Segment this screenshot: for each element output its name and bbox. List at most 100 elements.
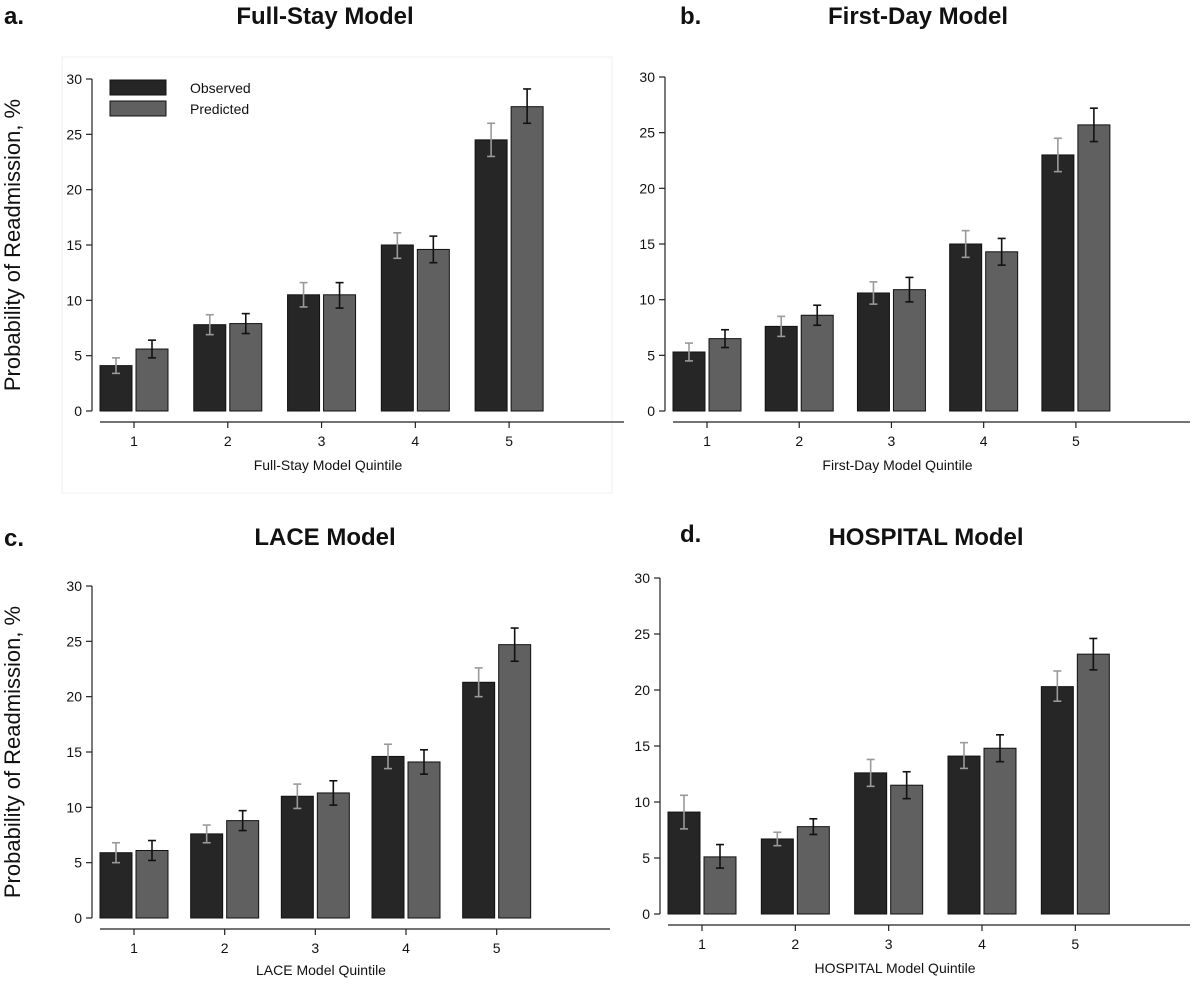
y-tick-label: 10 [634, 794, 650, 810]
y-tick-label: 5 [642, 850, 650, 866]
bar-predicted-q2 [229, 323, 263, 412]
panel-letter: c. [4, 525, 24, 552]
y-tick-label: 25 [66, 633, 82, 649]
y-tick-label: 0 [642, 906, 650, 922]
panel-title: First-Day Model [828, 3, 1008, 30]
x-tick-label: 2 [795, 433, 803, 449]
bar-observed-q2 [190, 833, 224, 919]
bar-observed-q5 [474, 139, 508, 412]
y-tick-label: 20 [66, 689, 82, 705]
panel-title: LACE Model [254, 524, 395, 551]
x-tick-label: 1 [698, 936, 706, 952]
x-tick-label: 5 [505, 433, 513, 449]
y-tick-label: 0 [647, 403, 655, 419]
x-tick-label: 3 [311, 940, 319, 956]
bar-predicted-q3 [890, 784, 924, 915]
y-axis-title: Probability of Readmission, % [0, 99, 25, 391]
bar-predicted-q3 [323, 294, 357, 412]
plot-frame [61, 56, 613, 494]
y-tick-label: 10 [66, 292, 82, 308]
bar-predicted-q3 [892, 289, 926, 412]
legend: Observed Predicted [109, 79, 251, 117]
y-tick-label: 5 [74, 855, 82, 871]
x-tick-label: 5 [1071, 936, 1079, 952]
y-tick-label: 15 [66, 744, 82, 760]
chart-panel-1: a. Full-Stay Model 0 5 10 15 20 25 30 1 2 3 4 5 Full-S… [0, 3, 624, 494]
y-tick-label: 30 [639, 69, 655, 85]
x-tick-label: 4 [402, 940, 410, 956]
y-tick-label: 0 [74, 403, 82, 419]
bar-observed-q3 [856, 292, 890, 412]
bar-predicted-q5 [498, 644, 532, 919]
panel-title: HOSPITAL Model [828, 524, 1023, 551]
y-tick-label: 25 [66, 126, 82, 142]
y-tick-label: 30 [66, 578, 82, 594]
bar-predicted-q1 [708, 338, 742, 412]
y-tick-label: 15 [66, 237, 82, 253]
bar-predicted-q4 [416, 248, 450, 412]
panel-letter: a. [4, 3, 24, 30]
bar-observed-q5 [462, 681, 496, 919]
chart-panel-2: b. First-Day Model 0 5 10 15 20 25 30 1 2 3 4 5 First-… [639, 3, 1190, 473]
x-axis-title: First-Day Model Quintile [822, 457, 972, 473]
bar-observed-q2 [193, 324, 227, 412]
y-tick-label: 30 [634, 570, 650, 586]
bar-predicted-q1 [135, 348, 169, 412]
x-axis-title: LACE Model Quintile [256, 962, 386, 978]
bar-predicted-q5 [1076, 653, 1110, 915]
bar-observed-q1 [99, 852, 133, 919]
panel-title: Full-Stay Model [236, 3, 413, 30]
bar-predicted-q5 [510, 106, 544, 412]
bar-observed-q4 [380, 244, 414, 412]
bar-observed-q2 [760, 838, 794, 915]
bar-predicted-q2 [796, 826, 830, 915]
chart-panel-4: d. HOSPITAL Model 0 5 10 15 20 25 30 1 2 3 4 5 HOSPITA… [634, 521, 1190, 976]
y-axis-title: Probability of Readmission, % [0, 606, 25, 898]
bar-observed-q3 [287, 294, 321, 412]
y-tick-label: 20 [634, 682, 650, 698]
y-tick-label: 10 [639, 292, 655, 308]
bar-predicted-q2 [800, 314, 834, 412]
x-tick-label: 3 [885, 936, 893, 952]
y-tick-label: 20 [66, 182, 82, 198]
panel-letter: b. [680, 3, 701, 30]
y-tick-label: 25 [634, 626, 650, 642]
bar-observed-q3 [854, 772, 888, 915]
x-tick-label: 2 [221, 940, 229, 956]
bar-observed-q5 [1040, 686, 1074, 915]
legend-label-observed: Observed [190, 80, 251, 96]
y-tick-label: 15 [634, 738, 650, 754]
x-tick-label: 1 [703, 433, 711, 449]
bar-observed-q1 [667, 811, 701, 915]
legend-label-predicted: Predicted [190, 101, 249, 117]
x-tick-label: 4 [978, 936, 986, 952]
bar-observed-q2 [764, 325, 798, 412]
x-tick-label: 5 [1072, 433, 1080, 449]
x-tick-label: 1 [130, 433, 138, 449]
x-tick-label: 3 [318, 433, 326, 449]
y-tick-label: 25 [639, 125, 655, 141]
bar-predicted-q4 [407, 761, 441, 919]
bar-observed-q5 [1041, 154, 1075, 412]
legend-swatch-observed [109, 79, 167, 96]
x-tick-label: 4 [411, 433, 419, 449]
bar-predicted-q4 [983, 747, 1017, 915]
y-tick-label: 30 [66, 71, 82, 87]
x-tick-label: 4 [980, 433, 988, 449]
bar-predicted-q4 [985, 251, 1019, 412]
y-tick-label: 5 [74, 348, 82, 364]
x-axis-title: HOSPITAL Model Quintile [814, 960, 975, 976]
bar-observed-q3 [280, 795, 314, 919]
x-tick-label: 3 [888, 433, 896, 449]
x-tick-label: 5 [493, 940, 501, 956]
chart-panel-3: c. LACE Model 0 5 10 15 20 25 30 1 2 3 4 5 LACE Model … [0, 524, 610, 978]
bar-observed-q4 [947, 755, 981, 915]
bar-predicted-q2 [226, 820, 260, 919]
bar-observed-q4 [371, 755, 405, 919]
x-tick-label: 1 [130, 940, 138, 956]
x-tick-label: 2 [224, 433, 232, 449]
x-axis-title: Full-Stay Model Quintile [254, 457, 403, 473]
panel-letter: d. [680, 521, 701, 548]
x-tick-label: 2 [791, 936, 799, 952]
